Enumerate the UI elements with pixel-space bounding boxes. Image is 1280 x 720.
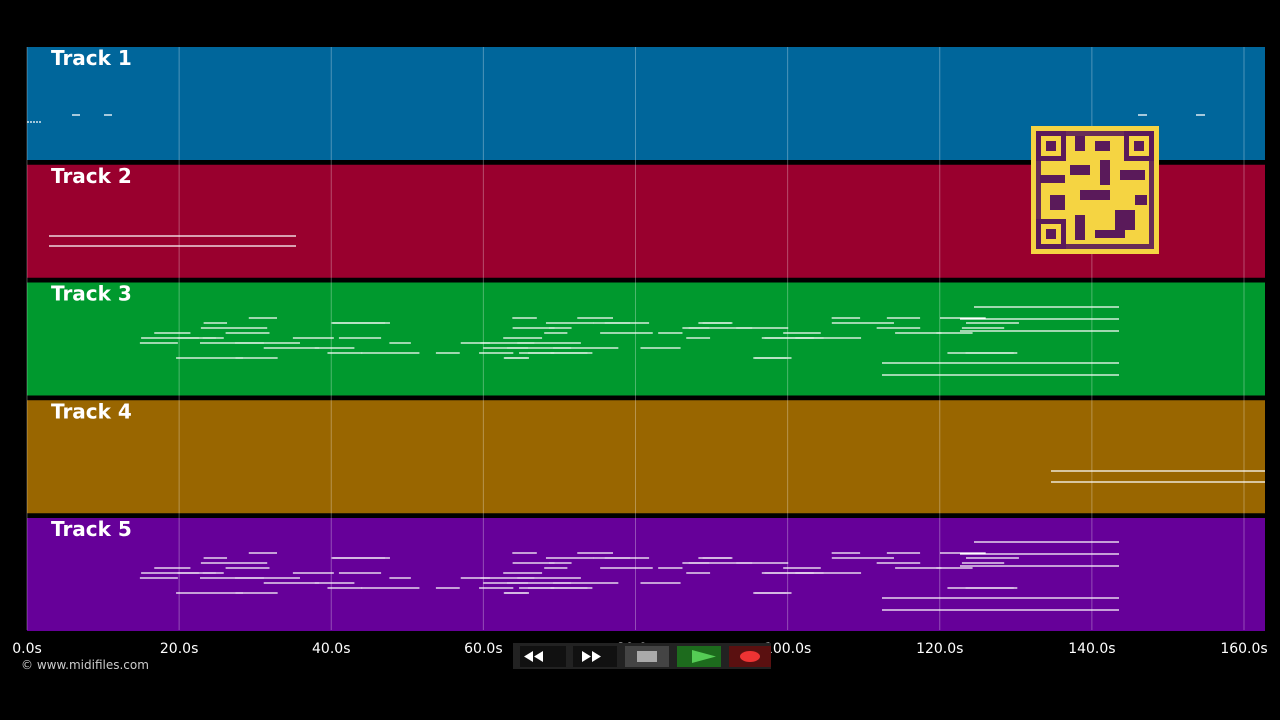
time-label: 140.0s bbox=[1068, 641, 1115, 657]
track-lane bbox=[27, 282, 1265, 396]
notes bbox=[27, 114, 1265, 611]
track-name: Track 5 bbox=[51, 517, 132, 541]
track-name: Track 4 bbox=[51, 399, 132, 423]
track-lane bbox=[27, 400, 1265, 514]
rewind-button[interactable] bbox=[520, 646, 566, 667]
tracks: Track 1 Track 2 Track 3 Track 4 Track 5 bbox=[27, 46, 1265, 631]
time-label: 100.0s bbox=[764, 641, 811, 657]
time-label: 20.0s bbox=[160, 641, 198, 657]
time-label: 40.0s bbox=[312, 641, 350, 657]
track-name: Track 3 bbox=[51, 282, 132, 306]
track-name: Track 1 bbox=[51, 46, 132, 70]
time-label: 0.0s bbox=[12, 641, 42, 657]
time-label: 120.0s bbox=[916, 641, 963, 657]
play-button[interactable] bbox=[677, 646, 721, 667]
track-lane bbox=[27, 518, 1265, 631]
stop-button[interactable] bbox=[625, 646, 669, 667]
time-label: 160.0s bbox=[1220, 641, 1267, 657]
record-button[interactable] bbox=[729, 646, 771, 667]
qr-code bbox=[1031, 126, 1159, 254]
track-name: Track 2 bbox=[51, 164, 132, 188]
time-label: 60.0s bbox=[464, 641, 502, 657]
forward-button[interactable] bbox=[573, 646, 617, 667]
transport-controls bbox=[513, 643, 771, 669]
credit: © www.midifiles.com bbox=[21, 658, 149, 672]
